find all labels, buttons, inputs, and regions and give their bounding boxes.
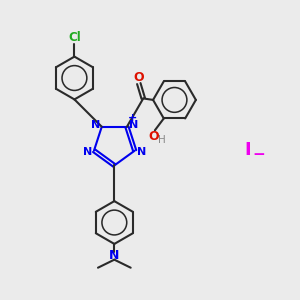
Text: +: +: [128, 113, 137, 123]
Text: N: N: [83, 147, 92, 157]
Text: I: I: [245, 141, 251, 159]
Text: N: N: [136, 147, 146, 157]
Text: −: −: [252, 147, 265, 162]
Text: Cl: Cl: [68, 31, 81, 44]
Text: N: N: [129, 120, 138, 130]
Text: N: N: [91, 120, 100, 130]
Text: N: N: [109, 249, 119, 262]
Text: H: H: [158, 135, 165, 145]
Text: O: O: [134, 70, 144, 83]
Text: O: O: [148, 130, 159, 143]
